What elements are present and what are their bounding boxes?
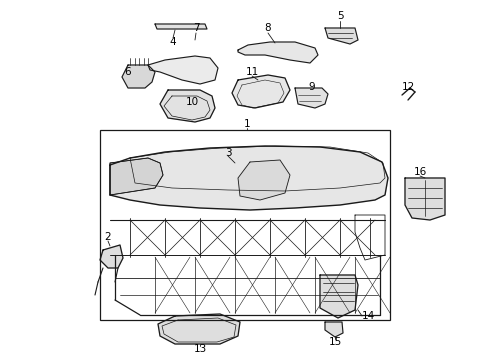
Polygon shape <box>295 88 328 108</box>
Text: 6: 6 <box>124 67 131 77</box>
Polygon shape <box>238 160 290 200</box>
Text: 1: 1 <box>244 119 250 129</box>
Polygon shape <box>110 158 163 195</box>
Text: 2: 2 <box>105 232 111 242</box>
Polygon shape <box>325 322 343 337</box>
Polygon shape <box>110 146 388 210</box>
Text: 15: 15 <box>328 337 342 347</box>
Text: 3: 3 <box>225 148 231 158</box>
Polygon shape <box>100 245 123 268</box>
Polygon shape <box>325 28 358 44</box>
Text: 12: 12 <box>401 82 415 92</box>
Text: 14: 14 <box>362 311 375 321</box>
Polygon shape <box>148 56 218 84</box>
Bar <box>100 130 390 320</box>
Text: 4: 4 <box>170 37 176 47</box>
Polygon shape <box>238 42 318 63</box>
Text: 16: 16 <box>414 167 427 177</box>
Polygon shape <box>158 314 240 344</box>
Polygon shape <box>155 24 207 29</box>
Text: 5: 5 <box>337 11 343 21</box>
Text: 7: 7 <box>193 23 199 33</box>
Text: 11: 11 <box>245 67 259 77</box>
Polygon shape <box>405 178 445 220</box>
Text: 8: 8 <box>265 23 271 33</box>
Polygon shape <box>122 65 155 88</box>
Text: 13: 13 <box>194 344 207 354</box>
Text: 9: 9 <box>309 82 315 92</box>
Polygon shape <box>160 90 215 122</box>
Polygon shape <box>232 75 290 108</box>
Polygon shape <box>320 275 358 318</box>
Text: 10: 10 <box>185 97 198 107</box>
